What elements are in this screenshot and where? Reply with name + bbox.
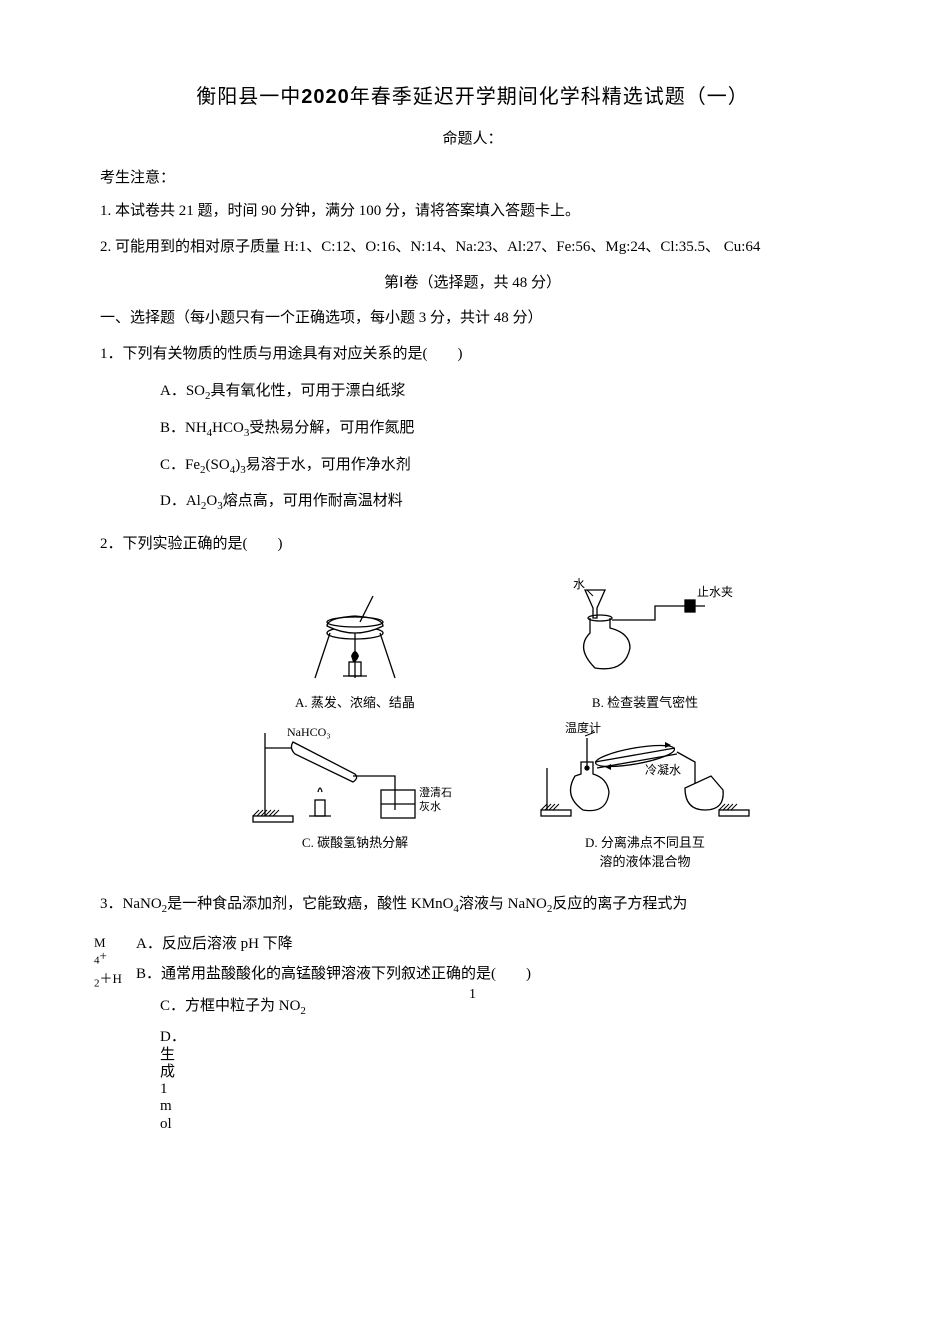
bottom-row: D．生成1mol	[100, 1029, 845, 1133]
q3-option-b-merged: B．通常用盐酸酸化的高锰酸钾溶液下列叙述正确的是( )	[136, 966, 845, 983]
fig-a-svg	[245, 578, 465, 688]
notice-heading: 考生注意：	[100, 166, 845, 187]
q1-option-b: B．NH4HCO3受热易分解，可用作氮肥	[160, 415, 845, 444]
q1-option-d: D．Al2O3熔点高，可用作耐高温材料	[160, 488, 845, 517]
fig-c: NaHCO₃ 澄清石 灰水 C. 碳酸氢钠热分解	[220, 718, 490, 871]
fig-row-1: A. 蒸发、浓缩、结晶 水	[220, 578, 780, 712]
q3-stem: 3．NaNO2是一种食品添加剂，它能致癌，酸性 KMnO4溶液与 NaNO2反应…	[100, 891, 845, 920]
title-year: 2020	[301, 86, 350, 108]
fig-c-annot-nahco3: NaHCO₃	[287, 725, 331, 739]
fig-d-label-2: 溶的液体混合物	[510, 854, 780, 871]
section-1-header: 第Ⅰ卷（选择题，共 48 分）	[100, 271, 845, 292]
fig-c-annot-lime-2: 灰水	[419, 799, 441, 813]
title-suffix: 年春季延迟开学期间化学科精选试题（一）	[350, 86, 749, 108]
fig-b-annot-clamp: 止水夹	[697, 585, 733, 599]
q2-figures: A. 蒸发、浓缩、结晶 水	[220, 578, 780, 871]
exam-page: 衡阳县一中2020年春季延迟开学期间化学科精选试题（一） 命题人： 考生注意： …	[0, 0, 945, 1173]
title-prefix: 衡阳县一中	[196, 86, 301, 108]
author-line: 命题人：	[100, 127, 845, 148]
fig-d: 温度计 冷凝水 D. 分离沸点不同且互 溶的液体混合物	[510, 718, 780, 871]
q1-option-c: C．Fe2(SO4)3易溶于水，可用作净水剂	[160, 452, 845, 481]
fig-c-svg: NaHCO₃ 澄清石 灰水	[245, 718, 465, 828]
page-number: 1	[0, 987, 945, 1003]
fig-b-annot-water: 水	[573, 578, 585, 591]
q1-stem: 1．下列有关物质的性质与用途具有对应关系的是( )	[100, 341, 845, 368]
fig-d-annot-thermo: 温度计	[565, 720, 601, 735]
fig-d-svg: 温度计 冷凝水	[535, 718, 755, 828]
notice-item-2: 2. 可能用到的相对原子质量 H:1、C:12、O:16、N:14、Na:23、…	[100, 235, 845, 259]
section-1-instructions: 一、选择题（每小题只有一个正确选项，每小题 3 分，共计 48 分）	[100, 306, 845, 327]
q1-option-a: A．SO2具有氧化性，可用于漂白纸浆	[160, 378, 845, 407]
fig-c-annot-lime-1: 澄清石	[419, 785, 452, 799]
q3-option-d-narrow: D．生成1mol	[160, 1029, 174, 1133]
fig-c-label: C. 碳酸氢钠热分解	[220, 835, 490, 852]
fig-a-label: A. 蒸发、浓缩、结晶	[220, 695, 490, 712]
q3-overlap-block: M 4+ 2＋H A．反应后溶液 pH 下降 B．通常用盐酸酸化的高锰酸钾溶液下…	[100, 936, 845, 983]
notice-item-1: 1. 本试卷共 21 题，时间 90 分钟，满分 100 分，请将答案填入答题卡…	[100, 199, 845, 223]
q3-option-a: A．反应后溶液 pH 下降	[136, 936, 845, 953]
q3-overlap-left: M 4+ 2＋H	[94, 936, 124, 990]
fig-d-annot-cool: 冷凝水	[645, 762, 681, 777]
fig-b-svg: 水 止水夹	[535, 578, 755, 688]
fig-d-label-1: D. 分离沸点不同且互	[510, 835, 780, 852]
fig-b: 水 止水夹 B. 检查装置气密性	[510, 578, 780, 712]
q2-stem: 2．下列实验正确的是( )	[100, 531, 845, 558]
page-title: 衡阳县一中2020年春季延迟开学期间化学科精选试题（一）	[100, 80, 845, 109]
fig-row-2: NaHCO₃ 澄清石 灰水 C. 碳酸氢钠热分解	[220, 718, 780, 871]
fig-b-label: B. 检查装置气密性	[510, 695, 780, 712]
fig-a: A. 蒸发、浓缩、结晶	[220, 578, 490, 712]
